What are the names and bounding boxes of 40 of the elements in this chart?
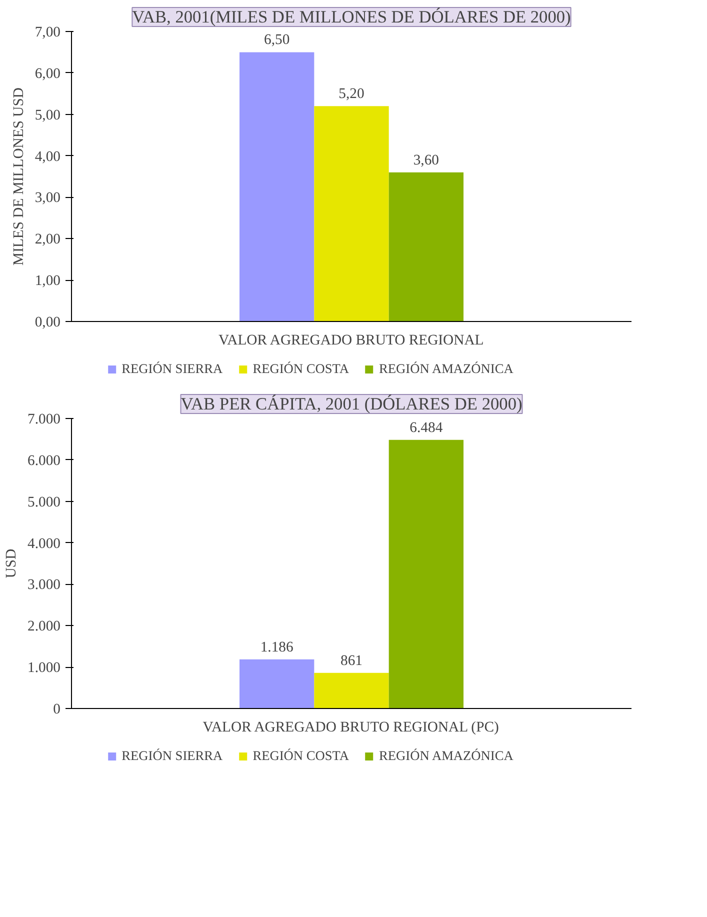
- y-tick-label: 4.000: [28, 536, 61, 552]
- y-tick-label: 1.000: [28, 660, 61, 676]
- y-tick-label: 3,00: [34, 190, 61, 206]
- y-tick-label: 7.000: [28, 412, 61, 428]
- y-tick-label: 2,00: [34, 232, 61, 248]
- bar: [388, 172, 464, 322]
- legend-label: REGIÓN AMAZÓNICA: [379, 361, 514, 377]
- bar: [314, 672, 389, 708]
- x-tick-label: VALOR AGREGADO BRUTO REGIONAL: [218, 332, 484, 348]
- chart-title: VAB PER CÁPITA, 2001 (DÓLARES DE 2000): [180, 394, 522, 414]
- data-label: 6,50: [264, 32, 290, 48]
- y-axis-title: USD: [4, 548, 20, 578]
- y-tick-label: 1,00: [34, 273, 61, 290]
- x-tick-label: VALOR AGREGADO BRUTO REGIONAL (PC): [202, 720, 500, 736]
- data-label: 6.484: [410, 420, 444, 436]
- legend-label: REGIÓN COSTA: [252, 361, 349, 377]
- legend-label: REGIÓN COSTA: [252, 748, 349, 764]
- bar: [314, 106, 389, 322]
- y-tick-label: 6.000: [28, 452, 61, 469]
- data-label: 3,60: [413, 152, 439, 168]
- y-axis-title: MILES DE MILLONES USD: [10, 88, 27, 266]
- bar: [240, 52, 314, 322]
- legend-label: REGIÓN SIERRA: [122, 361, 223, 377]
- y-tick-label: 5,00: [34, 107, 61, 124]
- legend-label: REGIÓN SIERRA: [122, 748, 223, 764]
- y-tick-label: 6,00: [34, 66, 61, 82]
- bar: [240, 659, 314, 708]
- y-tick-label: 3.000: [28, 577, 61, 594]
- y-tick-label: 4,00: [34, 148, 61, 165]
- data-label: 861: [340, 652, 362, 669]
- y-tick-label: 2.000: [28, 618, 61, 635]
- y-tick-label: 0: [53, 702, 60, 718]
- y-tick-label: 7,00: [34, 24, 61, 40]
- bar: [388, 440, 464, 708]
- legend-label: REGIÓN AMAZÓNICA: [379, 748, 514, 764]
- data-label: 1.186: [260, 639, 294, 656]
- data-label: 5,20: [338, 86, 364, 102]
- y-tick-label: 5.000: [28, 494, 61, 510]
- chart-title: VAB, 2001(MILES DE MILLONES DE DÓLARES DE 2000): [132, 8, 572, 26]
- y-tick-label: 0,00: [34, 314, 61, 330]
